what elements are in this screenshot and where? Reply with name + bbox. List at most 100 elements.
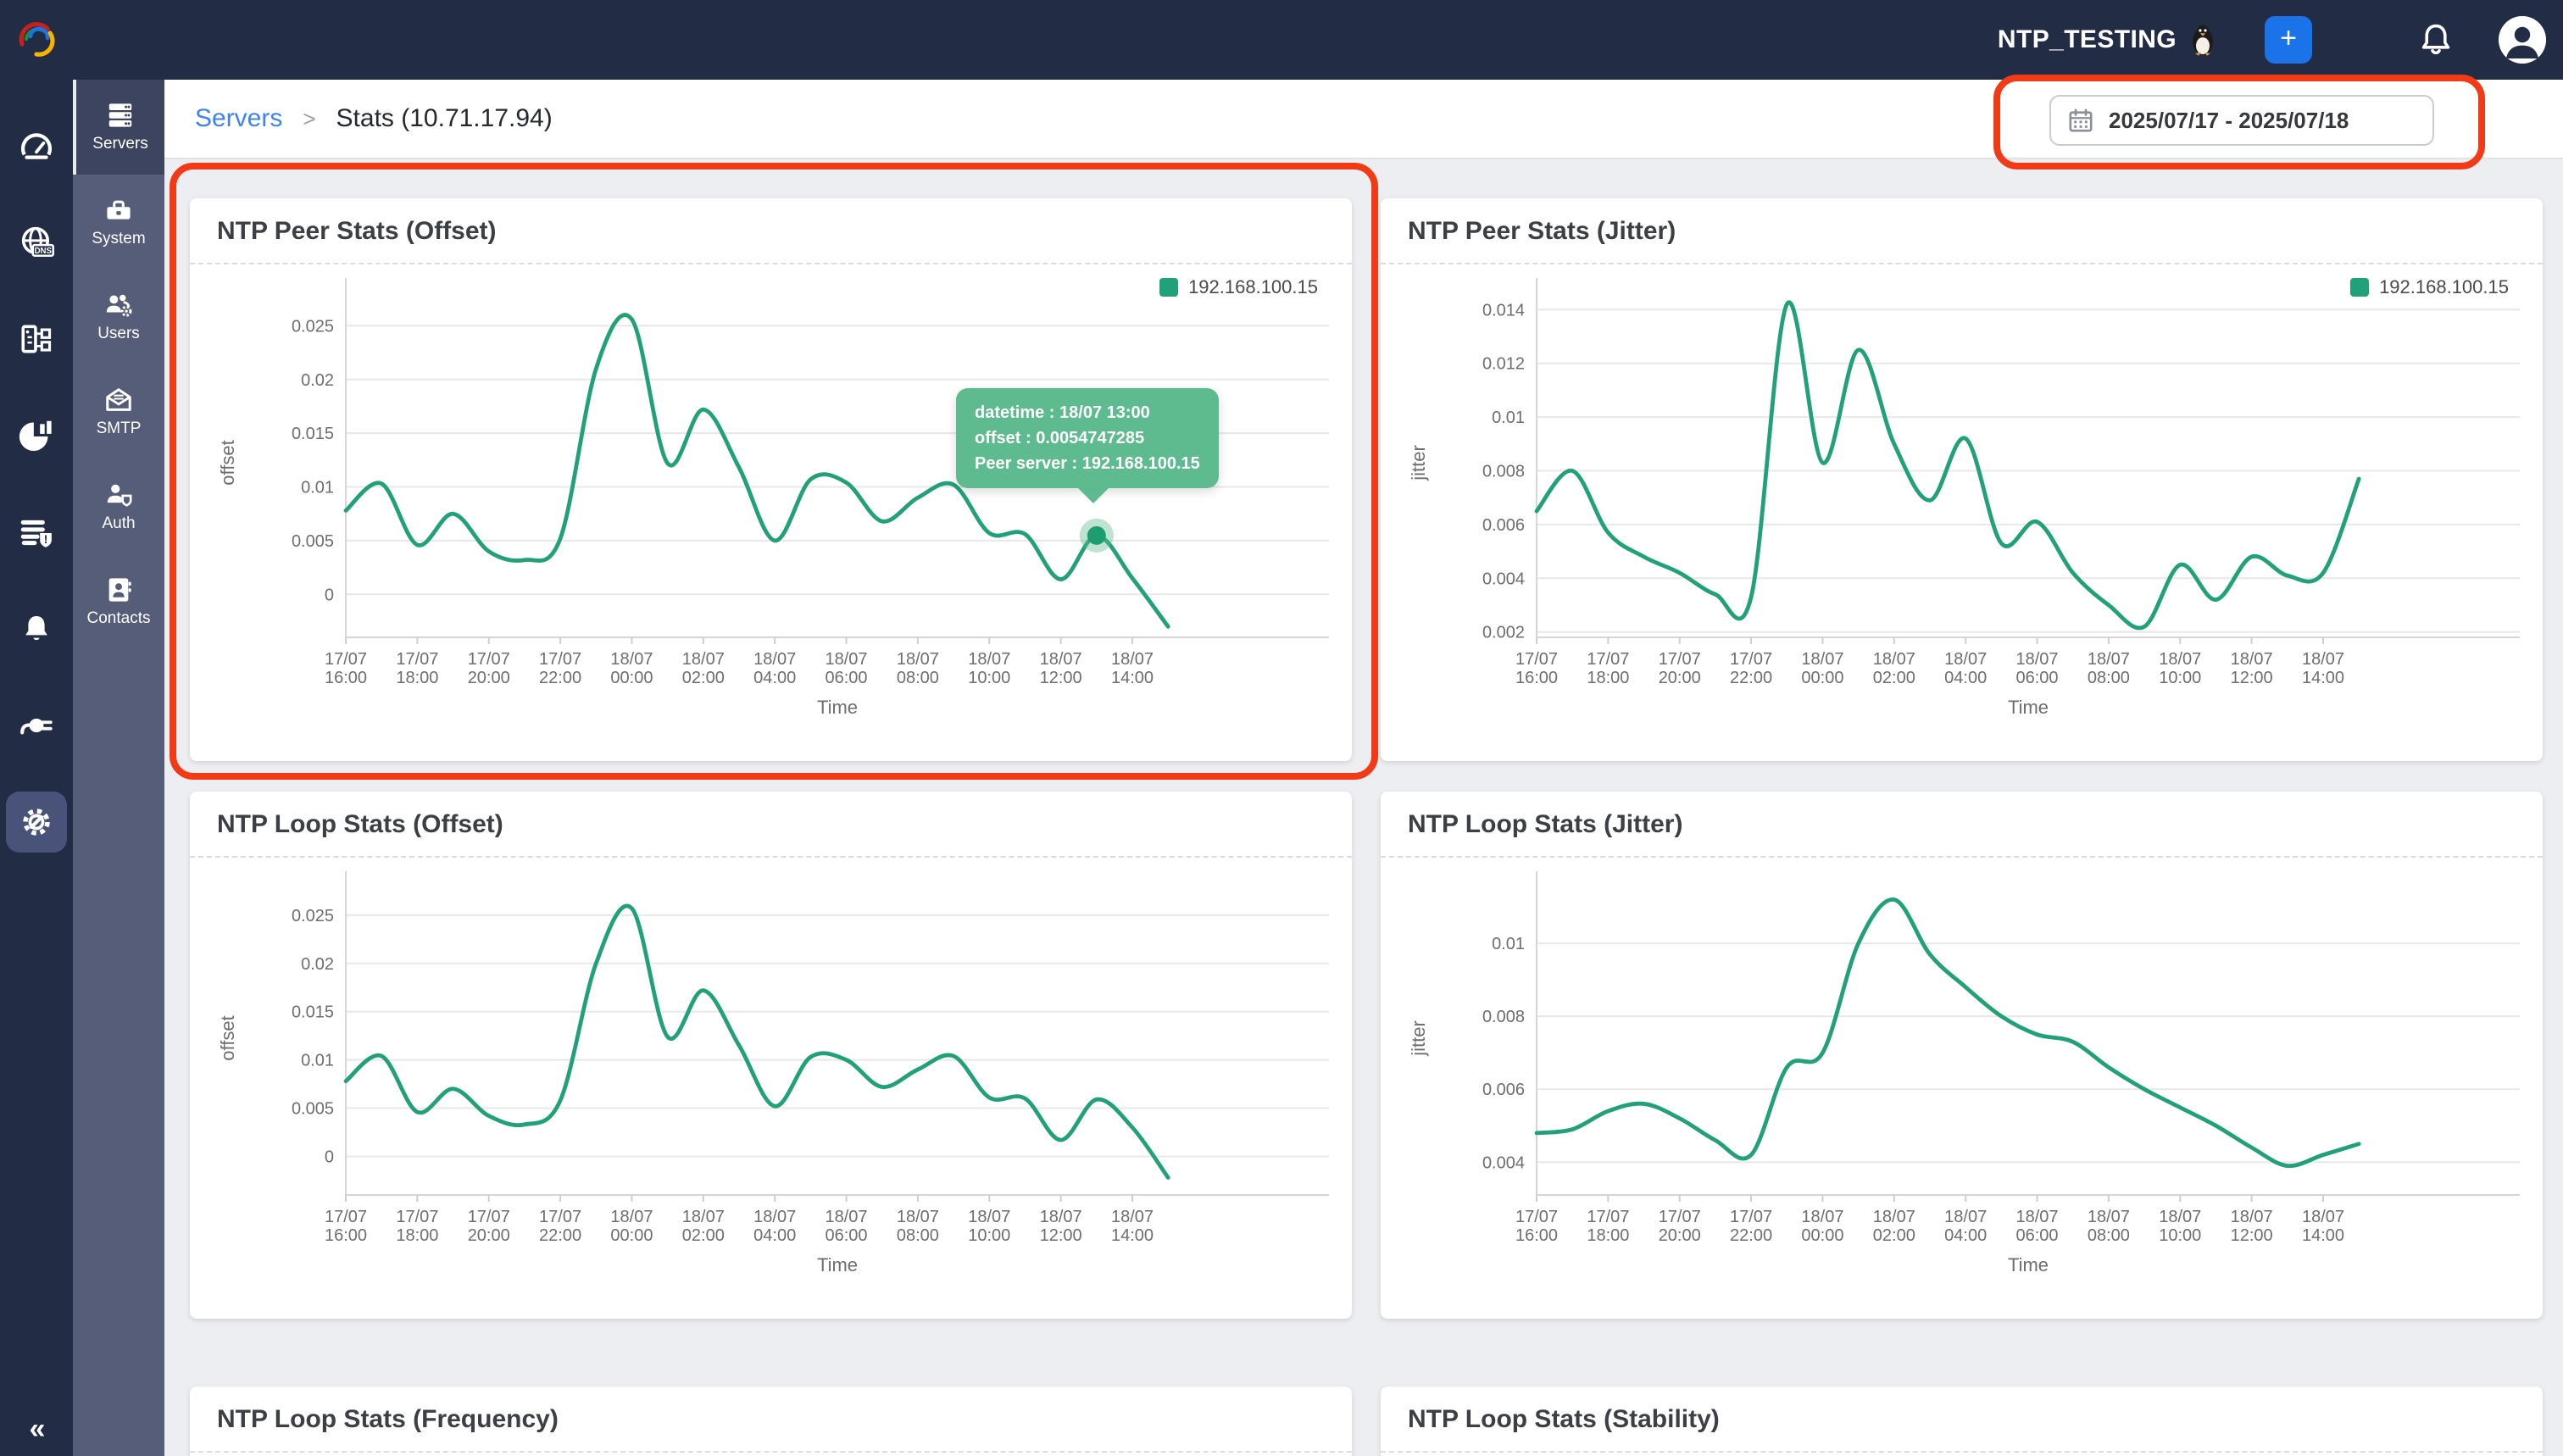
svg-text:Time: Time <box>817 1254 858 1275</box>
chart-plot[interactable]: 0.004 0.006 0.008 0.01 17/07 16:00 17/07 18:00 1… <box>1381 858 2543 1319</box>
svg-text:0.01: 0.01 <box>1492 935 1525 953</box>
breadcrumb-current: Stats (10.71.17.94) <box>336 104 553 132</box>
server-stack-icon <box>108 103 132 127</box>
svg-text:0.008: 0.008 <box>1482 1008 1525 1026</box>
svg-text:0.005: 0.005 <box>292 1100 334 1119</box>
chart-card-peer-offset: NTP Peer Stats (Offset) 0 0.005 0.01 0.015 0… <box>190 198 1352 761</box>
chart-card-loop-jitter: NTP Loop Stats (Jitter) 0.004 0.006 0.008 0… <box>1381 792 2543 1319</box>
svg-text:0: 0 <box>325 1148 334 1166</box>
notifications-bell-icon[interactable] <box>2417 21 2455 58</box>
breadcrumb-servers-link[interactable]: Servers <box>195 104 283 132</box>
svg-text:jitter: jitter <box>1408 1020 1429 1057</box>
toolbox-icon <box>107 200 131 220</box>
penguin-icon <box>2188 24 2217 56</box>
rail-infrastructure-tree-icon[interactable] <box>6 308 67 370</box>
rail-analytics-pie-icon[interactable] <box>6 405 67 466</box>
chart-title: NTP Peer Stats (Jitter) <box>1381 198 2543 264</box>
svg-text:0.01: 0.01 <box>301 1052 334 1070</box>
svg-text:DNS: DNS <box>35 247 53 256</box>
chart-plot[interactable]: 0.002 0.004 0.006 0.008 0.01 0.012 0.014 17/07 1… <box>1381 264 2543 761</box>
rail-integrations-plug-icon[interactable] <box>6 695 67 756</box>
svg-text:0.008: 0.008 <box>1482 463 1525 481</box>
chart-card-loop-frequency: NTP Loop Stats (Frequency) <box>190 1387 1352 1456</box>
chart-tooltip: datetime : 18/07 13:00 offset : 0.005474… <box>956 388 1219 503</box>
svg-text:offset: offset <box>217 440 238 485</box>
chart-plot[interactable]: 0 0.005 0.01 0.015 0.02 0.025 17/07 16:00 17/07 1… <box>190 264 1352 761</box>
rail-dashboard-gauge-icon[interactable] <box>6 115 67 176</box>
svg-text:Time: Time <box>817 697 858 718</box>
date-range-picker[interactable]: 2025/07/17 - 2025/07/18 <box>2049 95 2434 146</box>
svg-text:0.02: 0.02 <box>301 371 334 390</box>
user-avatar[interactable] <box>2499 16 2546 64</box>
tooltip-offset: offset : 0.0054747285 <box>975 429 1145 447</box>
sidebar-item-contacts[interactable]: Contacts <box>73 554 164 649</box>
svg-text:0.02: 0.02 <box>301 955 334 974</box>
sidebar-item-smtp[interactable]: SMTP <box>73 364 164 459</box>
chart-legend[interactable]: 192.168.100.15 <box>2350 276 2509 298</box>
sidebar-item-auth[interactable]: Auth <box>73 459 164 554</box>
svg-text:0.01: 0.01 <box>1492 408 1525 427</box>
sidebar-item-servers[interactable]: Servers <box>73 80 164 175</box>
date-range-value: 2025/07/17 - 2025/07/18 <box>2109 107 2349 133</box>
add-button[interactable]: + <box>2265 16 2312 64</box>
svg-text:offset: offset <box>217 1015 238 1060</box>
workspace-name-label: NTP_TESTING <box>1997 25 2177 53</box>
address-book-icon <box>108 578 131 602</box>
svg-text:0.004: 0.004 <box>1482 1153 1525 1172</box>
chart-title: NTP Loop Stats (Frequency) <box>190 1387 1352 1453</box>
legend-swatch <box>2350 278 2370 297</box>
legend-swatch <box>1159 278 1179 297</box>
calendar-icon <box>2069 108 2093 132</box>
svg-text:!: ! <box>44 533 48 546</box>
svg-text:0.015: 0.015 <box>292 1003 334 1022</box>
chart-card-loop-stability: NTP Loop Stats (Stability) <box>1381 1387 2543 1456</box>
user-shield-icon <box>107 484 132 507</box>
sidebar-item-system[interactable]: System <box>73 175 164 270</box>
legend-series-label: 192.168.100.15 <box>1188 276 1318 297</box>
rail-alerts-bell-icon[interactable] <box>6 598 67 659</box>
rail-dns-globe-icon[interactable]: DNS <box>6 212 67 273</box>
chart-title: NTP Loop Stats (Stability) <box>1381 1387 2543 1453</box>
svg-text:0.025: 0.025 <box>292 317 334 336</box>
chart-plot[interactable]: 0 0.005 0.01 0.015 0.02 0.025 17/07 16:00 17/07 1… <box>190 858 1352 1319</box>
chart-legend[interactable]: 192.168.100.15 <box>1159 276 1318 298</box>
app-logo[interactable] <box>14 15 61 63</box>
rail-settings-gear-icon[interactable] <box>6 792 67 853</box>
sidebar-item-users[interactable]: Users <box>73 270 164 364</box>
svg-text:0.006: 0.006 <box>1482 1081 1525 1099</box>
svg-text:0.006: 0.006 <box>1482 516 1525 535</box>
sidebar-collapse-button[interactable]: « <box>29 1413 46 1445</box>
svg-text:Time: Time <box>2008 697 2049 718</box>
chart-card-peer-jitter: NTP Peer Stats (Jitter) 0.002 0.004 0.006 0… <box>1381 198 2543 761</box>
rail-server-alert-icon[interactable]: ! <box>6 502 67 563</box>
svg-text:0.012: 0.012 <box>1482 355 1525 374</box>
chart-title: NTP Peer Stats (Offset) <box>190 198 1352 264</box>
